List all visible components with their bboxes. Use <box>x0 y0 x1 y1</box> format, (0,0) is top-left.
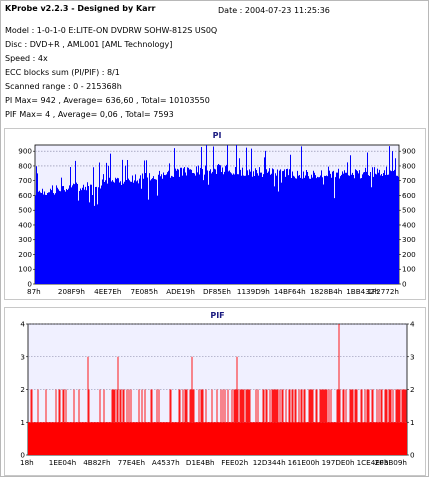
pi-x-tick-label: 208F9h <box>58 287 85 296</box>
pif-series-spikes <box>30 324 407 423</box>
pi-y-tick-right: 0 <box>402 280 407 289</box>
pif-x-tick-label: 4B82Fh <box>83 458 110 467</box>
pi-chart-panel: PI 0 0 100 100 200 200 300 300 400 400 500 500 600 60… <box>4 128 426 300</box>
pif-y-tick-left: 4 <box>20 320 25 329</box>
pi-x-tick-label: 87h <box>27 287 41 296</box>
pif-x-tick-label: 197DE0h <box>322 458 355 467</box>
report-header: KProbe v2.2.3 - Designed by Karr Date : … <box>4 3 424 123</box>
pi-x-tick-label: 1828B4h <box>310 287 342 296</box>
pif-x-tick-label: 77E4Eh <box>118 458 145 467</box>
pi-y-tick-left: 400 <box>18 220 32 229</box>
pi-y-tick-right: 800 <box>402 161 416 170</box>
pi-y-tick-right: 300 <box>402 235 416 244</box>
pif-chart: PIF 0 0 1 1 2 2 3 3 4 4 18h 1EE04h 4B82Fh 77E4Eh A4537… <box>20 311 415 467</box>
pif-x-tick-label: 1CE4EFh <box>357 458 389 467</box>
pi-y-tick-right: 900 <box>402 147 416 156</box>
pif-chart-panel: PIF 0 0 1 1 2 2 3 3 4 4 18h 1EE04h 4B82Fh 77E4Eh A4537… <box>4 307 426 476</box>
pif-series-base <box>28 422 407 455</box>
pi-y-tick-left: 200 <box>18 250 32 259</box>
pi-y-tick-left: 900 <box>18 147 32 156</box>
pi-y-tick-left: 0 <box>27 280 32 289</box>
pif-x-tick-label: 18h <box>20 458 34 467</box>
pif-y-tick-left: 3 <box>20 352 25 361</box>
pi-x-tick-label: 7E085h <box>131 287 158 296</box>
pi-y-tick-right: 100 <box>402 265 416 274</box>
pi-series-bars <box>35 145 399 284</box>
pif-stats: PIF Max= 4 , Average= 0,06 , Total= 7593 <box>5 110 174 119</box>
pif-x-tick-label: D1E4Bh <box>186 458 215 467</box>
app-title: KProbe v2.2.3 - Designed by Karr <box>5 4 156 13</box>
ecc-blocks-sum: ECC blocks sum (PI/PIF) : 8/1 <box>5 68 120 77</box>
pif-x-tick-label: 12D344h <box>253 458 286 467</box>
drive-model: Model : 1-0-1-0 E:LITE-ON DVDRW SOHW-812… <box>5 26 218 35</box>
pi-x-tick-label: 14BF64h <box>274 287 306 296</box>
pif-y-tick-left: 0 <box>20 451 25 460</box>
pi-x-tick-label: ADE19h <box>166 287 195 296</box>
pif-y-tick-right: 2 <box>410 385 415 394</box>
pi-stats: PI Max= 942 , Average= 636,60 , Total= 1… <box>5 96 210 105</box>
pif-x-tick-label: 1EE04h <box>49 458 76 467</box>
pi-y-tick-right: 200 <box>402 250 416 259</box>
pi-x-tick-label: DF85Eh <box>203 287 231 296</box>
pif-y-tick-left: 1 <box>20 418 25 427</box>
pi-y-tick-right: 700 <box>402 176 416 185</box>
pif-x-tick-label: 203B09h <box>375 458 407 467</box>
pif-x-tick-label: A4537h <box>152 458 180 467</box>
pi-x-tick-label: 1BB432h <box>346 287 379 296</box>
pif-x-tick-label: FEE02h <box>221 458 248 467</box>
pi-chart-title: PI <box>213 131 222 140</box>
pif-y-tick-left: 2 <box>20 385 25 394</box>
pi-y-tick-left: 600 <box>18 191 32 200</box>
pif-y-tick-right: 0 <box>410 451 415 460</box>
pi-chart: PI 0 0 100 100 200 200 300 300 400 400 500 500 600 60… <box>18 131 416 296</box>
pi-y-tick-left: 100 <box>18 265 32 274</box>
pif-chart-title: PIF <box>210 311 224 320</box>
pif-y-tick-right: 4 <box>410 320 415 329</box>
pi-x-tick-label: 1F2772h <box>367 287 399 296</box>
pi-y-tick-right: 600 <box>402 191 416 200</box>
pi-y-tick-right: 400 <box>402 220 416 229</box>
disc-info: Disc : DVD+R , AML001 [AML Technology] <box>5 40 173 49</box>
pi-y-tick-left: 500 <box>18 206 32 215</box>
pi-y-tick-right: 500 <box>402 206 416 215</box>
pi-x-tick-label: 1139D9h <box>237 287 270 296</box>
pif-y-tick-right: 1 <box>410 418 415 427</box>
pi-x-tick-label: 4EE7Eh <box>94 287 121 296</box>
scan-speed: Speed : 4x <box>5 54 48 63</box>
pi-y-tick-left: 700 <box>18 176 32 185</box>
pif-y-tick-right: 3 <box>410 352 415 361</box>
pi-y-tick-left: 300 <box>18 235 32 244</box>
pi-y-tick-left: 800 <box>18 161 32 170</box>
pif-x-tick-label: 161E00h <box>288 458 320 467</box>
scan-date: Date : 2004-07-23 11:25:36 <box>218 6 330 15</box>
scanned-range: Scanned range : 0 - 215368h <box>5 82 122 91</box>
